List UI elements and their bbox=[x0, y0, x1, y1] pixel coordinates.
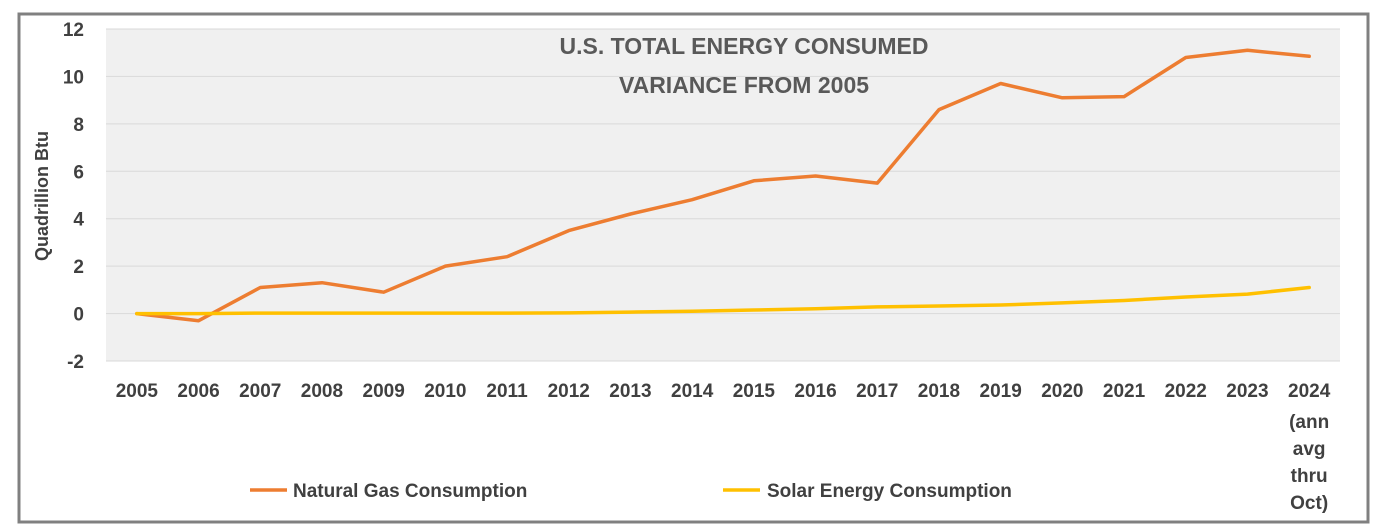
x-tick-label: 2011 bbox=[486, 381, 528, 402]
x-tick-label: 2019 bbox=[980, 381, 1022, 402]
chart-title-line-2: VARIANCE FROM 2005 bbox=[619, 72, 869, 98]
chart-title-line-1: U.S. TOTAL ENERGY CONSUMED bbox=[560, 33, 929, 59]
legend: Natural Gas Consumption Solar Energy Con… bbox=[250, 481, 1012, 502]
legend-label-natural-gas: Natural Gas Consumption bbox=[293, 481, 527, 502]
x-tick-label-extra: thru bbox=[1291, 466, 1328, 487]
legend-label-solar: Solar Energy Consumption bbox=[767, 481, 1012, 502]
x-axis-tick-labels: 2005 2006 2007 2008 2009 2010 2011 2012 2013 2014… bbox=[116, 381, 1331, 514]
x-tick-label: 2009 bbox=[363, 381, 405, 402]
x-tick-label: 2024 bbox=[1288, 381, 1331, 402]
plot-area bbox=[106, 29, 1340, 361]
y-tick-label: 4 bbox=[73, 210, 84, 231]
x-tick-label: 2020 bbox=[1041, 381, 1083, 402]
x-tick-label: 2016 bbox=[794, 381, 836, 402]
y-tick-label: 12 bbox=[63, 20, 84, 41]
x-tick-label-extra: Oct) bbox=[1290, 493, 1328, 514]
x-tick-label-extra: avg bbox=[1293, 439, 1326, 460]
x-tick-label: 2021 bbox=[1103, 381, 1146, 402]
y-tick-label: -2 bbox=[67, 352, 84, 373]
x-tick-label: 2006 bbox=[177, 381, 219, 402]
y-tick-label: 8 bbox=[73, 115, 84, 136]
y-axis-tick-labels: -2 0 2 4 6 8 10 12 bbox=[63, 20, 85, 373]
x-tick-label: 2017 bbox=[856, 381, 898, 402]
series-line-solar bbox=[135, 285, 1311, 316]
y-tick-label: 6 bbox=[73, 162, 84, 183]
x-tick-label: 2018 bbox=[918, 381, 960, 402]
x-tick-label-extra: (ann bbox=[1289, 412, 1329, 433]
series-lines bbox=[135, 48, 1311, 323]
y-tick-label: 2 bbox=[73, 257, 84, 278]
x-tick-label: 2022 bbox=[1165, 381, 1207, 402]
x-tick-label: 2010 bbox=[424, 381, 466, 402]
x-tick-label: 2008 bbox=[301, 381, 343, 402]
x-tick-label: 2012 bbox=[548, 381, 590, 402]
y-tick-label: 10 bbox=[63, 67, 84, 88]
series-line-natural-gas bbox=[135, 48, 1311, 323]
y-axis-label: Quadrillion Btu bbox=[32, 131, 52, 261]
x-tick-label: 2015 bbox=[733, 381, 776, 402]
x-tick-label: 2005 bbox=[116, 381, 159, 402]
y-tick-label: 0 bbox=[73, 305, 84, 326]
x-tick-label: 2013 bbox=[609, 381, 651, 402]
x-tick-label: 2023 bbox=[1226, 381, 1268, 402]
x-tick-label: 2007 bbox=[239, 381, 281, 402]
x-tick-label: 2014 bbox=[671, 381, 714, 402]
